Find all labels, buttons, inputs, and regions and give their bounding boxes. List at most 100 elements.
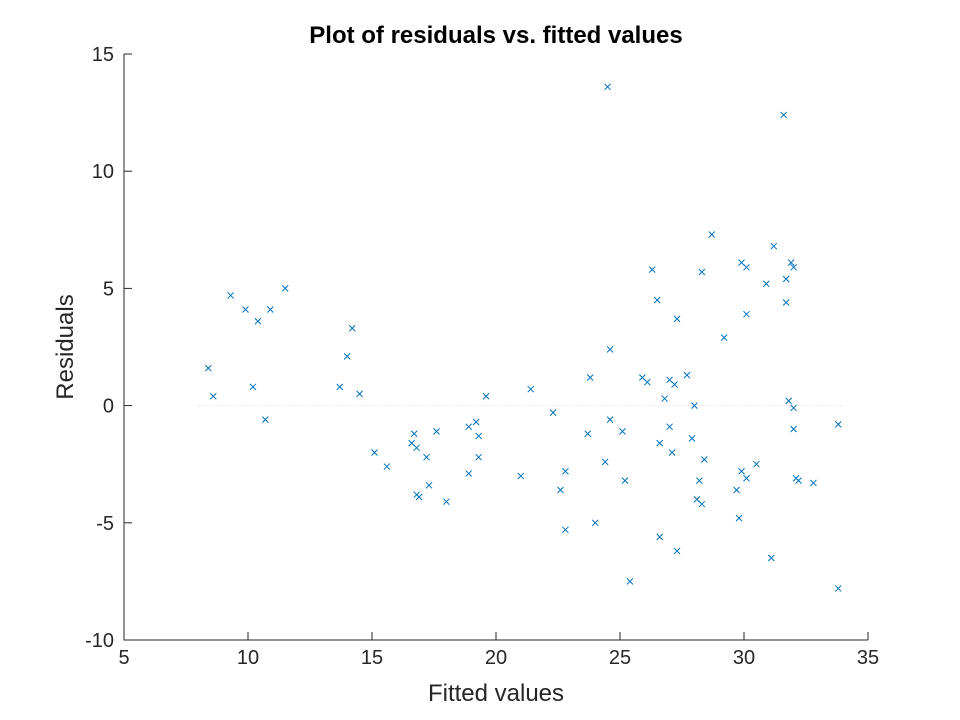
y-tick-label: 5 (103, 278, 114, 300)
data-point-marker (443, 498, 450, 506)
data-point-marker (666, 423, 673, 431)
data-point-marker (472, 418, 480, 426)
data-point-marker (733, 486, 740, 494)
data-point-marker (562, 526, 569, 534)
data-point-marker (656, 439, 664, 447)
data-point-marker (621, 477, 629, 484)
data-point-marker (738, 467, 745, 475)
y-tick-label: 0 (103, 396, 114, 418)
x-tick-label: 10 (237, 647, 259, 669)
data-point-marker (782, 299, 790, 306)
data-point-marker (648, 266, 656, 274)
data-markers (204, 83, 842, 592)
data-point-marker (656, 533, 664, 541)
data-point-marker (720, 334, 728, 341)
data-point-marker (834, 420, 842, 428)
data-point-marker (661, 395, 668, 402)
data-point-marker (348, 324, 356, 332)
data-point-marker (753, 460, 760, 468)
data-point-marker (281, 285, 289, 292)
data-point-marker (465, 470, 473, 477)
data-point-marker (834, 585, 842, 592)
data-point-marker (698, 268, 706, 276)
data-point-marker (562, 467, 569, 475)
data-point-marker (643, 378, 651, 386)
data-point-marker (810, 479, 817, 487)
data-point-marker (262, 416, 269, 424)
y-tick-label: 10 (92, 161, 114, 183)
data-point-marker (606, 416, 614, 424)
x-tick-label: 20 (485, 647, 507, 669)
axis-ticks: 5 10 15 20 25 30 35 -10 -5 0 5 10 15 (85, 44, 879, 669)
y-tick-label: -5 (96, 513, 114, 535)
data-point-marker (708, 231, 716, 238)
data-point-marker (691, 402, 698, 409)
data-point-marker (591, 519, 599, 527)
data-point-marker (584, 430, 592, 438)
data-point-marker (209, 392, 217, 400)
x-tick-label: 30 (733, 647, 755, 669)
data-point-marker (743, 310, 750, 318)
y-tick-label: 15 (92, 44, 114, 66)
data-point-marker (696, 477, 703, 484)
data-point-marker (410, 430, 418, 438)
data-point-marker (482, 392, 490, 400)
data-point-marker (743, 263, 750, 271)
data-point-marker (790, 404, 797, 412)
data-point-marker (743, 474, 750, 482)
data-point-marker (606, 345, 614, 353)
data-point-marker (626, 578, 634, 585)
data-point-marker (425, 481, 433, 489)
data-point-marker (383, 463, 391, 470)
data-point-marker (619, 428, 626, 435)
data-point-marker (688, 435, 696, 442)
data-point-marker (586, 374, 594, 381)
data-point-marker (527, 385, 535, 393)
data-point-marker (266, 306, 274, 313)
data-point-marker (413, 444, 420, 452)
data-point-marker (557, 486, 564, 494)
data-point-marker (465, 423, 473, 431)
x-tick-label: 5 (118, 647, 129, 669)
data-point-marker (700, 456, 708, 463)
data-point-marker (601, 458, 609, 466)
data-point-marker (423, 453, 430, 461)
data-point-marker (249, 383, 257, 391)
data-point-marker (673, 547, 681, 555)
data-point-marker (787, 259, 795, 266)
data-point-marker (475, 453, 482, 461)
data-point-marker (604, 83, 611, 91)
x-tick-label: 35 (857, 647, 879, 669)
data-point-marker (336, 383, 344, 391)
x-axis-label: Fitted values (428, 680, 564, 707)
plot-area: 5 10 15 20 25 30 35 -10 -5 0 5 10 15 (85, 44, 879, 669)
data-point-marker (780, 111, 788, 119)
data-point-marker (782, 275, 790, 283)
data-point-marker (668, 449, 676, 456)
x-tick-label: 15 (361, 647, 383, 669)
data-point-marker (204, 364, 212, 372)
data-point-marker (735, 514, 743, 522)
data-point-marker (790, 263, 797, 271)
data-point-marker (415, 493, 423, 501)
chart-title: Plot of residuals vs. fitted values (309, 22, 682, 49)
y-tick-label: -10 (85, 630, 114, 652)
data-point-marker (343, 353, 351, 360)
data-point-marker (433, 428, 440, 435)
data-point-marker (698, 500, 706, 508)
data-point-marker (770, 242, 778, 250)
data-point-marker (671, 381, 678, 388)
data-point-marker (785, 397, 792, 405)
data-point-marker (653, 296, 661, 304)
data-point-marker (371, 449, 378, 456)
data-point-marker (356, 390, 363, 398)
data-point-marker (517, 472, 525, 480)
data-point-marker (795, 477, 802, 484)
data-point-marker (790, 425, 797, 433)
data-point-marker (762, 280, 770, 288)
data-point-marker (549, 409, 557, 416)
data-point-marker (254, 317, 262, 325)
data-point-marker (242, 306, 249, 313)
x-tick-label: 25 (609, 647, 631, 669)
